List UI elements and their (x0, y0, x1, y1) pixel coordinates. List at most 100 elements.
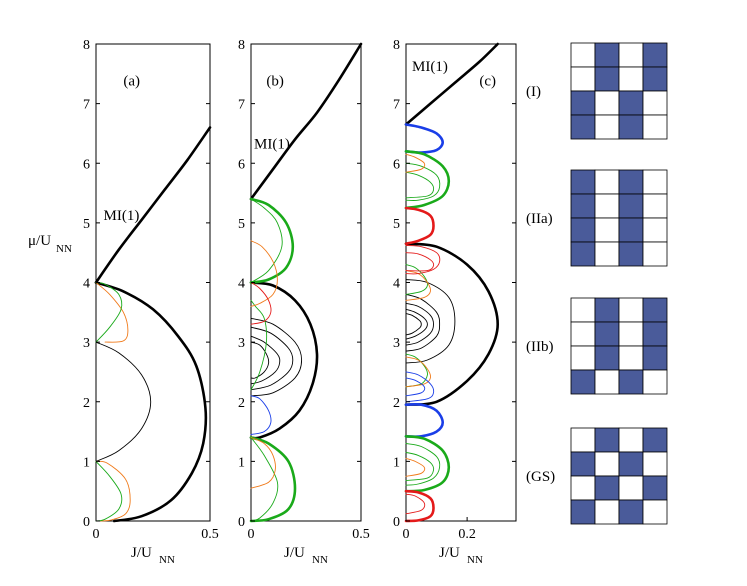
curve-orange-11 (250, 240, 278, 307)
pattern-cell (618, 217, 644, 243)
pattern-cell (618, 499, 644, 525)
pattern-cell (618, 90, 644, 116)
curve-green-15 (405, 443, 441, 486)
y-tick-label: 0 (83, 515, 90, 530)
y-tick-label: 6 (393, 157, 400, 172)
pattern-cell (594, 114, 620, 140)
pattern-cell (618, 193, 644, 219)
y-tick-label: 3 (83, 336, 90, 351)
curve-black-3 (250, 326, 294, 391)
annotation-mi1: MI(1) (412, 59, 448, 75)
curve-blue-7 (404, 123, 444, 154)
pattern-cell (642, 90, 668, 116)
y-tick-label: 2 (393, 396, 400, 411)
curve-orange-4 (95, 460, 131, 522)
pattern-3: (GS) (526, 427, 668, 525)
panel-0: 0 1 2 3 4 5 6 7 8 0 0.5 J/U NN (a) MI(1) (83, 38, 219, 566)
pattern-cell (594, 66, 620, 92)
curve-red-25 (405, 493, 426, 515)
pattern-cell (570, 321, 596, 347)
curve-green-16 (405, 451, 435, 481)
patterns-column: (I) (IIa) (IIb) (GS) (526, 42, 668, 525)
pattern-cell (594, 169, 620, 195)
pattern-cell (570, 475, 596, 501)
pattern-cell (642, 66, 668, 92)
pattern-cell (594, 193, 620, 219)
pattern-cell (642, 475, 668, 501)
pattern-cell (642, 499, 668, 525)
curve-orange-19 (405, 153, 426, 173)
curve-orange-3 (95, 282, 129, 343)
pattern-cell (642, 427, 668, 453)
curve-green-6 (95, 460, 123, 522)
curve-red-23 (405, 245, 441, 275)
curve-black-1 (404, 242, 499, 406)
pattern-cell (570, 90, 596, 116)
y-tick-label: 7 (83, 98, 90, 113)
x-tick-label: 0 (93, 527, 100, 542)
y-tick-label: 4 (238, 277, 245, 292)
curve-green-5 (95, 282, 123, 343)
curve-black-0 (249, 42, 363, 201)
pattern-cell (570, 66, 596, 92)
pattern-cell (618, 345, 644, 371)
plot-frame (250, 43, 362, 522)
pattern-cell (618, 169, 644, 195)
y-tick-label: 4 (83, 277, 90, 292)
curve-green-6 (249, 197, 295, 284)
curve-black-0 (94, 126, 212, 284)
x-tick-label: 0.5 (201, 527, 219, 542)
pattern-cell (618, 66, 644, 92)
curve-black-2 (95, 341, 152, 462)
y-tick-label: 8 (238, 38, 245, 53)
panel-label: (c) (479, 74, 496, 90)
pattern-cell (642, 321, 668, 347)
y-axis-title: μ/U NN (28, 233, 72, 255)
y-tick-label: 5 (238, 217, 245, 232)
pattern-cell (570, 427, 596, 453)
panel-label: (a) (123, 74, 140, 90)
pattern-cell (642, 369, 668, 395)
curves (94, 126, 212, 523)
curve-blue-27 (405, 377, 426, 397)
curve-green-17 (405, 353, 428, 388)
y-tick-label: 2 (238, 396, 245, 411)
curve-blue-14 (250, 395, 272, 435)
pattern-cell (570, 499, 596, 525)
curve-orange-20 (405, 270, 431, 301)
y-tick-label: 6 (83, 157, 90, 172)
pattern-cell (594, 499, 620, 525)
y-tick-label: 3 (238, 336, 245, 351)
curve-orange-22 (405, 457, 426, 477)
y-tick-label: 8 (393, 38, 400, 53)
pattern-cell (570, 451, 596, 477)
pattern-label: (GS) (526, 469, 555, 485)
curve-black-4 (405, 302, 434, 346)
y-tick-label: 1 (393, 455, 400, 470)
curve-green-9 (404, 150, 451, 210)
y-tick-label: 3 (393, 336, 400, 351)
pattern-cell (618, 369, 644, 395)
y-tick-label: 1 (238, 455, 245, 470)
y-tick-label: 5 (393, 217, 400, 232)
y-tick-label: 7 (238, 98, 245, 113)
pattern-cell (618, 321, 644, 347)
pattern-cell (618, 42, 644, 68)
pattern-cell (618, 241, 644, 267)
pattern-label: (IIa) (526, 211, 553, 227)
pattern-cell (570, 241, 596, 267)
curve-red-13 (250, 282, 272, 325)
y-tick-label: 0 (238, 515, 245, 530)
pattern-cell (594, 451, 620, 477)
curve-black-6 (405, 313, 422, 336)
pattern-cell (594, 369, 620, 395)
pattern-cell (594, 345, 620, 371)
plot-frame (95, 43, 211, 522)
curve-red-24 (405, 252, 435, 272)
pattern-cell (642, 114, 668, 140)
pattern-cell (618, 427, 644, 453)
panel-label: (b) (266, 74, 284, 90)
pattern-cell (642, 193, 668, 219)
pattern-cell (642, 451, 668, 477)
